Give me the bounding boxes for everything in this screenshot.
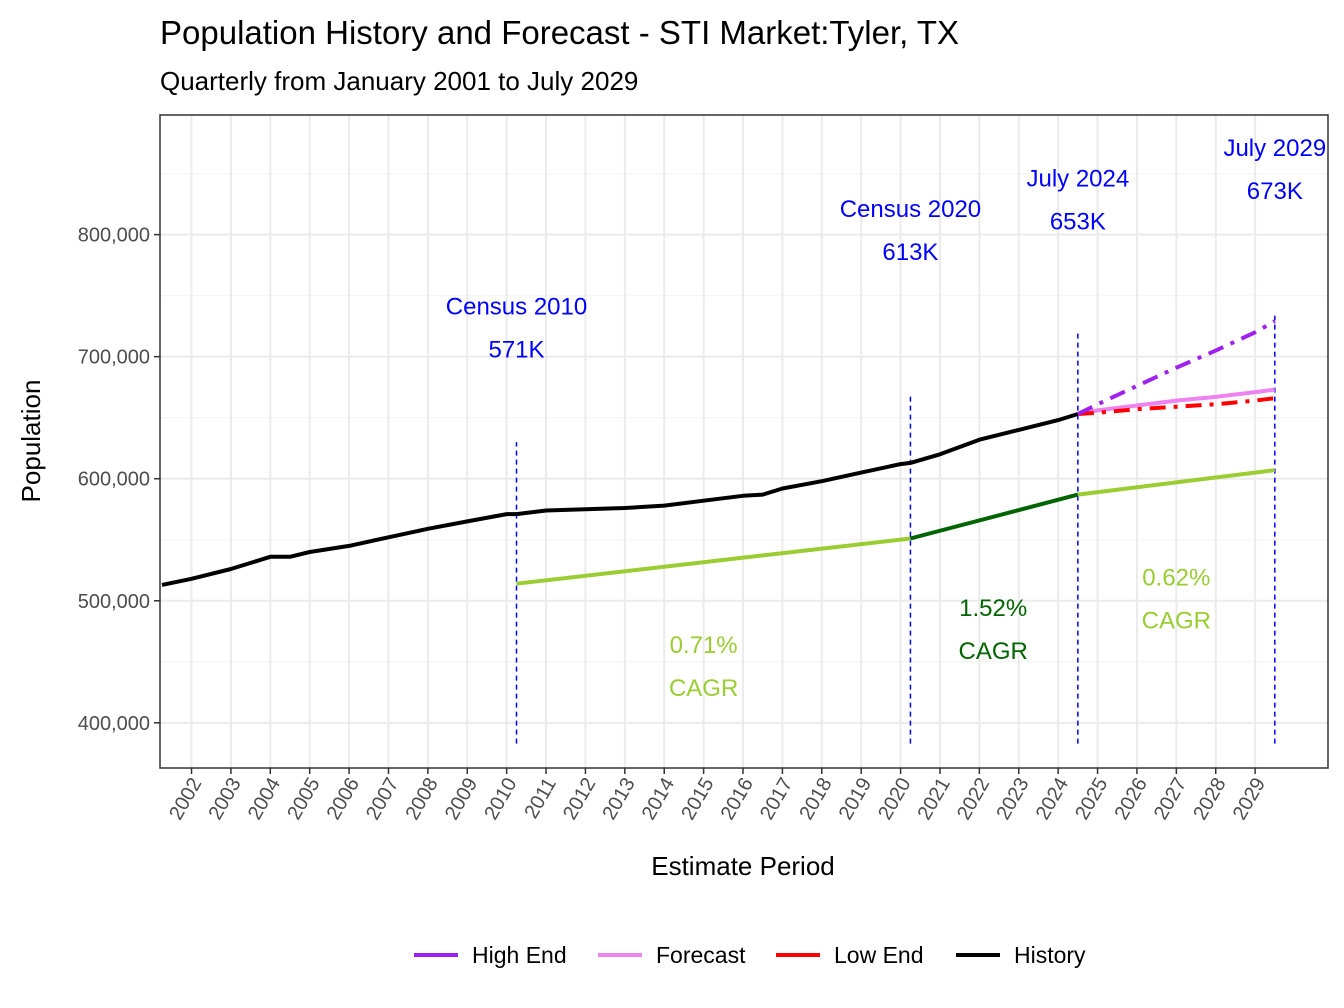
y-axis-title: Population	[16, 380, 46, 503]
legend-label: High End	[472, 942, 567, 968]
series-line-forecast	[1077, 387, 1276, 416]
series-lines	[161, 319, 1276, 587]
x-tick-label: 2008	[401, 774, 442, 824]
annotation-value: CAGR	[1142, 608, 1211, 635]
chart-subtitle: Quarterly from January 2001 to July 2029	[160, 66, 638, 96]
annotation-label: 0.71%	[670, 632, 738, 659]
x-tick-label: 2025	[1071, 774, 1112, 824]
annotation-label: 0.62%	[1142, 565, 1210, 592]
y-tick-label: 700,000	[78, 347, 150, 369]
y-tick-label: 400,000	[78, 713, 150, 735]
x-tick-label: 2005	[283, 774, 324, 824]
x-tick-label: 2015	[677, 774, 718, 824]
annotation-label: July 2024	[1026, 166, 1129, 193]
y-tick-label: 500,000	[78, 591, 150, 613]
annotation-label: Census 2010	[446, 294, 587, 321]
x-tick-label: 2018	[795, 774, 836, 824]
x-tick-label: 2021	[914, 774, 955, 824]
chart-title: Population History and Forecast - STI Ma…	[160, 14, 959, 51]
x-tick-label: 2010	[480, 774, 521, 824]
series-line-high-end	[1077, 319, 1276, 416]
x-tick-label: 2002	[165, 774, 206, 824]
annotation-label: Census 2020	[840, 196, 981, 223]
reference-lines	[515, 313, 1276, 744]
annotation-value: 673K	[1247, 178, 1303, 205]
x-tick-label: 2022	[953, 774, 994, 824]
legend-label: History	[1014, 942, 1086, 968]
panel-border	[159, 114, 1329, 769]
annotation-label: 1.52%	[959, 595, 1027, 622]
annotation-value: CAGR	[958, 638, 1027, 665]
x-tick-label: 2020	[874, 774, 915, 824]
x-axis-title: Estimate Period	[651, 851, 835, 881]
x-tick-label: 2024	[1032, 774, 1073, 824]
x-tick-label: 2014	[638, 774, 679, 824]
legend-label: Forecast	[656, 942, 746, 968]
series-line-cagr-2024-2029	[1077, 468, 1276, 497]
annotation-label: July 2029	[1223, 135, 1326, 162]
x-tick-label: 2017	[756, 774, 797, 824]
x-tick-label: 2011	[520, 774, 561, 822]
x-tick-label: 2019	[835, 774, 876, 824]
x-tick-label: 2026	[1111, 774, 1152, 824]
y-tick-label: 800,000	[78, 225, 150, 247]
x-tick-label: 2023	[992, 774, 1033, 824]
x-tick-label: 2012	[559, 774, 600, 824]
legend-label: Low End	[834, 942, 924, 968]
annotation-value: 571K	[488, 337, 544, 364]
annotation-value: 653K	[1050, 209, 1106, 236]
x-tick-label: 2003	[205, 774, 246, 824]
x-tick-label: 2029	[1229, 774, 1270, 824]
x-tick-label: 2028	[1189, 774, 1230, 824]
annotation-value: 613K	[882, 239, 938, 266]
legend: High End Forecast Low End History	[414, 942, 1086, 968]
x-tick-label: 2006	[323, 774, 364, 824]
series-line-cagr-2020-2024	[909, 492, 1079, 541]
y-tick-label: 600,000	[78, 469, 150, 491]
series-line-cagr-2010-2020	[516, 536, 911, 586]
annotations: Census 2010 571K Census 2020 613K July 2024 6…	[446, 135, 1326, 702]
x-tick-label: 2009	[441, 774, 482, 824]
series-line-low-end	[1077, 396, 1276, 416]
x-tick-label: 2007	[362, 774, 403, 824]
grid	[160, 115, 1328, 768]
x-tick-label: 2016	[717, 774, 758, 824]
x-tick-label: 2027	[1150, 774, 1191, 824]
y-axis: 400,000 500,000 600,000 700,000 800,000	[78, 225, 160, 735]
x-tick-label: 2013	[598, 774, 639, 824]
annotation-value: CAGR	[669, 675, 738, 702]
series-line-history	[161, 412, 1079, 587]
x-axis: 2002200320042005200620072008200920102011…	[165, 768, 1270, 824]
x-tick-label: 2004	[244, 774, 285, 824]
